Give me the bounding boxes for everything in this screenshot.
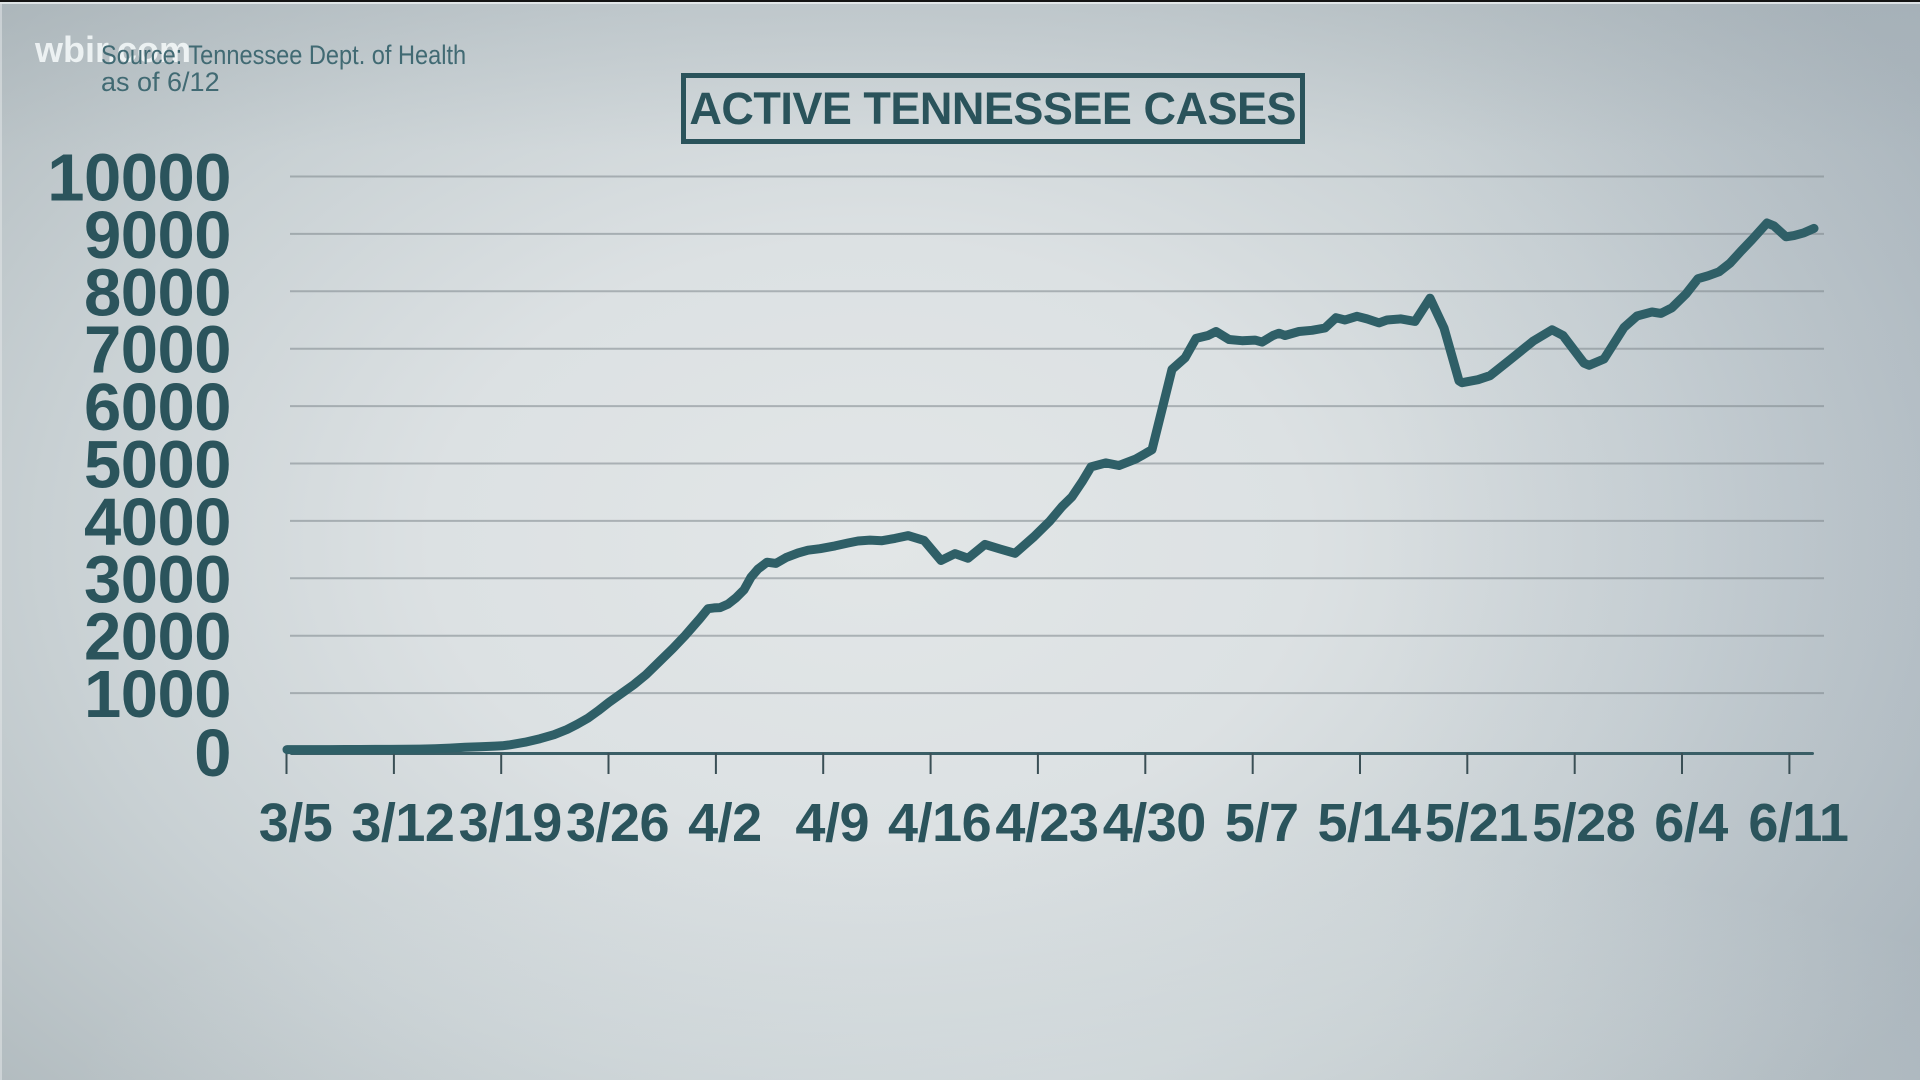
svg-text:6000: 6000 xyxy=(84,370,231,445)
svg-text:10000: 10000 xyxy=(47,141,231,216)
svg-text:0: 0 xyxy=(194,716,231,791)
svg-text:2000: 2000 xyxy=(84,600,231,675)
svg-text:5/7: 5/7 xyxy=(1225,793,1299,853)
svg-text:5/14: 5/14 xyxy=(1317,793,1421,853)
svg-text:6/11: 6/11 xyxy=(1748,793,1848,853)
svg-text:3/26: 3/26 xyxy=(566,793,669,853)
svg-text:5/21: 5/21 xyxy=(1425,793,1528,853)
svg-text:4/23: 4/23 xyxy=(995,793,1098,853)
svg-text:3/19: 3/19 xyxy=(459,793,562,853)
svg-text:3000: 3000 xyxy=(84,542,231,617)
svg-text:4/30: 4/30 xyxy=(1103,793,1206,853)
svg-text:4/16: 4/16 xyxy=(888,793,991,853)
svg-text:7000: 7000 xyxy=(84,313,231,388)
svg-text:1000: 1000 xyxy=(84,657,231,732)
svg-text:8000: 8000 xyxy=(84,255,231,330)
svg-text:3/5: 3/5 xyxy=(259,793,333,853)
svg-text:4/9: 4/9 xyxy=(795,793,869,853)
svg-text:6/4: 6/4 xyxy=(1654,793,1728,853)
svg-text:5000: 5000 xyxy=(84,428,231,503)
svg-text:5/28: 5/28 xyxy=(1532,793,1635,853)
svg-text:3/12: 3/12 xyxy=(351,793,454,853)
svg-text:4/2: 4/2 xyxy=(688,793,762,853)
svg-text:9000: 9000 xyxy=(84,198,231,273)
svg-text:4000: 4000 xyxy=(84,485,231,560)
